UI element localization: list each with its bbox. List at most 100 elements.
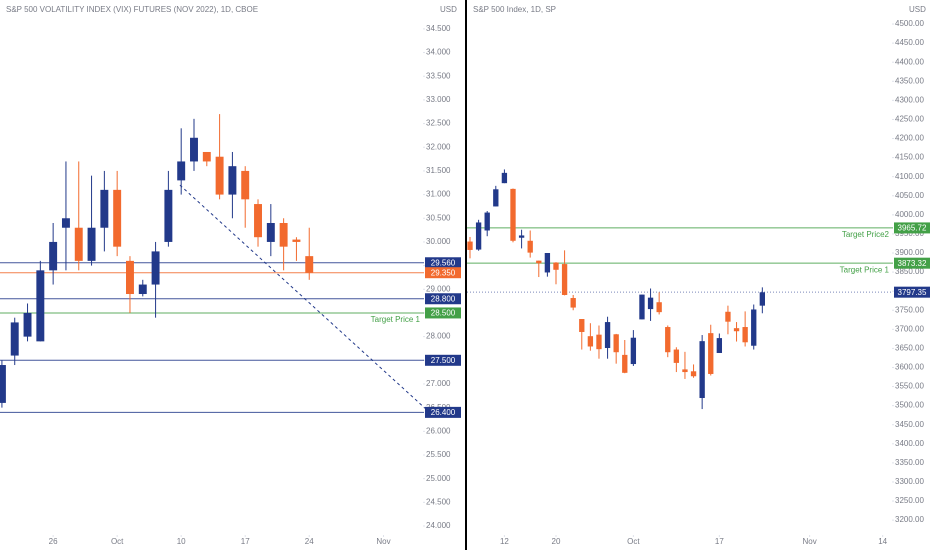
candle-body (544, 252, 551, 273)
candle-body (87, 227, 96, 261)
candle-body (228, 166, 237, 195)
candle-body (622, 354, 628, 373)
candle-body (682, 369, 688, 373)
candle-body (215, 156, 224, 195)
candle-body (673, 349, 680, 363)
candle-body (570, 298, 576, 308)
x-tick-label: 14 (878, 537, 887, 546)
y-tick-label: 27.000 (426, 379, 451, 388)
candle-body (266, 222, 275, 242)
candle-body (305, 256, 314, 273)
candle-body (254, 204, 262, 238)
y-tick-label: 32.000 (426, 142, 451, 151)
y-tick-label: 4200.00 (895, 134, 924, 143)
candle-body (0, 365, 6, 403)
candle-body (126, 260, 134, 295)
candle-body (639, 294, 645, 320)
price-level-badge (425, 267, 461, 279)
candle-body (579, 319, 585, 332)
price-level-label: 3965.72 (898, 224, 927, 233)
x-tick-label: 24 (305, 537, 314, 546)
price-level-badge (425, 293, 461, 305)
price-level-label: 3873.32 (898, 259, 927, 268)
y-tick-label: 24.000 (426, 521, 451, 530)
candle-body (164, 189, 173, 242)
y-tick-label: 3250.00 (895, 496, 924, 505)
y-tick-label: 3650.00 (895, 344, 924, 353)
candle-body (10, 322, 19, 356)
price-level-label: 27.500 (431, 356, 456, 365)
candle-body (292, 239, 301, 242)
candle-body (190, 137, 198, 162)
price-level-badge (894, 286, 930, 298)
candle-body (510, 188, 516, 241)
price-level-label: 28.500 (431, 309, 456, 318)
candle-body (467, 241, 473, 250)
y-tick-label: 3850.00 (895, 267, 924, 276)
candle-body (484, 212, 490, 231)
candle-body (725, 311, 731, 322)
y-tick-label: 3950.00 (895, 229, 924, 238)
candle-body (733, 328, 740, 332)
candle-body (561, 264, 568, 295)
candle-body (23, 312, 32, 337)
y-tick-label: 33.000 (426, 95, 451, 104)
y-tick-label: 28.000 (426, 332, 451, 341)
price-level-label: 3797.35 (898, 288, 927, 297)
price-level-badge (894, 257, 930, 269)
candle-body (553, 262, 559, 270)
x-tick-label: Nov (376, 537, 390, 546)
candle-body (699, 341, 705, 399)
y-tick-label: 4150.00 (895, 153, 924, 162)
price-level-label: 29.350 (431, 268, 456, 277)
candle-body (241, 170, 250, 200)
y-tick-label: 3700.00 (895, 324, 924, 333)
price-level-badge (425, 257, 461, 269)
x-tick-label: Oct (627, 537, 640, 546)
candle-body (656, 302, 662, 313)
y-tick-label: 4100.00 (895, 172, 924, 181)
y-tick-label: 3450.00 (895, 420, 924, 429)
target-label: Target Price2 (842, 230, 890, 239)
candle-body (690, 371, 697, 377)
y-tick-label: 24.500 (426, 497, 451, 506)
currency-label: USD (909, 5, 926, 14)
x-tick-label: 17 (715, 537, 724, 546)
candle-body (716, 338, 723, 353)
y-tick-label: 25.500 (426, 450, 451, 459)
price-level-label: 29.560 (431, 258, 456, 267)
candle-body (493, 189, 499, 207)
x-tick-label: 26 (49, 537, 58, 546)
price-level-badge (425, 307, 461, 319)
trend-line (179, 184, 430, 413)
y-tick-label: 4050.00 (895, 191, 924, 200)
candle-body (536, 260, 542, 264)
price-level-label: 28.800 (431, 294, 456, 303)
x-tick-label: 10 (177, 537, 186, 546)
price-level-badge (425, 354, 461, 366)
candle-body (604, 322, 611, 349)
y-tick-label: 3600.00 (895, 363, 924, 372)
x-tick-label: 20 (552, 537, 561, 546)
candle-body (113, 189, 122, 247)
candle-body (613, 334, 619, 353)
y-tick-label: 30.000 (426, 237, 451, 246)
y-tick-label: 31.500 (426, 166, 451, 175)
candle-body (587, 336, 594, 347)
candle-body (100, 189, 109, 228)
price-level-badge (425, 406, 461, 418)
y-tick-label: 4250.00 (895, 115, 924, 124)
candle-body (49, 241, 58, 271)
price-level-badge (894, 222, 930, 234)
candle-body (475, 222, 482, 250)
y-tick-label: 4350.00 (895, 76, 924, 85)
y-tick-label: 4450.00 (895, 38, 924, 47)
candle-body (518, 235, 525, 238)
candle-body (151, 251, 160, 285)
candle-body (279, 222, 288, 247)
y-tick-label: 4300.00 (895, 95, 924, 104)
candle-body (742, 327, 748, 343)
y-tick-label: 33.500 (426, 71, 451, 80)
